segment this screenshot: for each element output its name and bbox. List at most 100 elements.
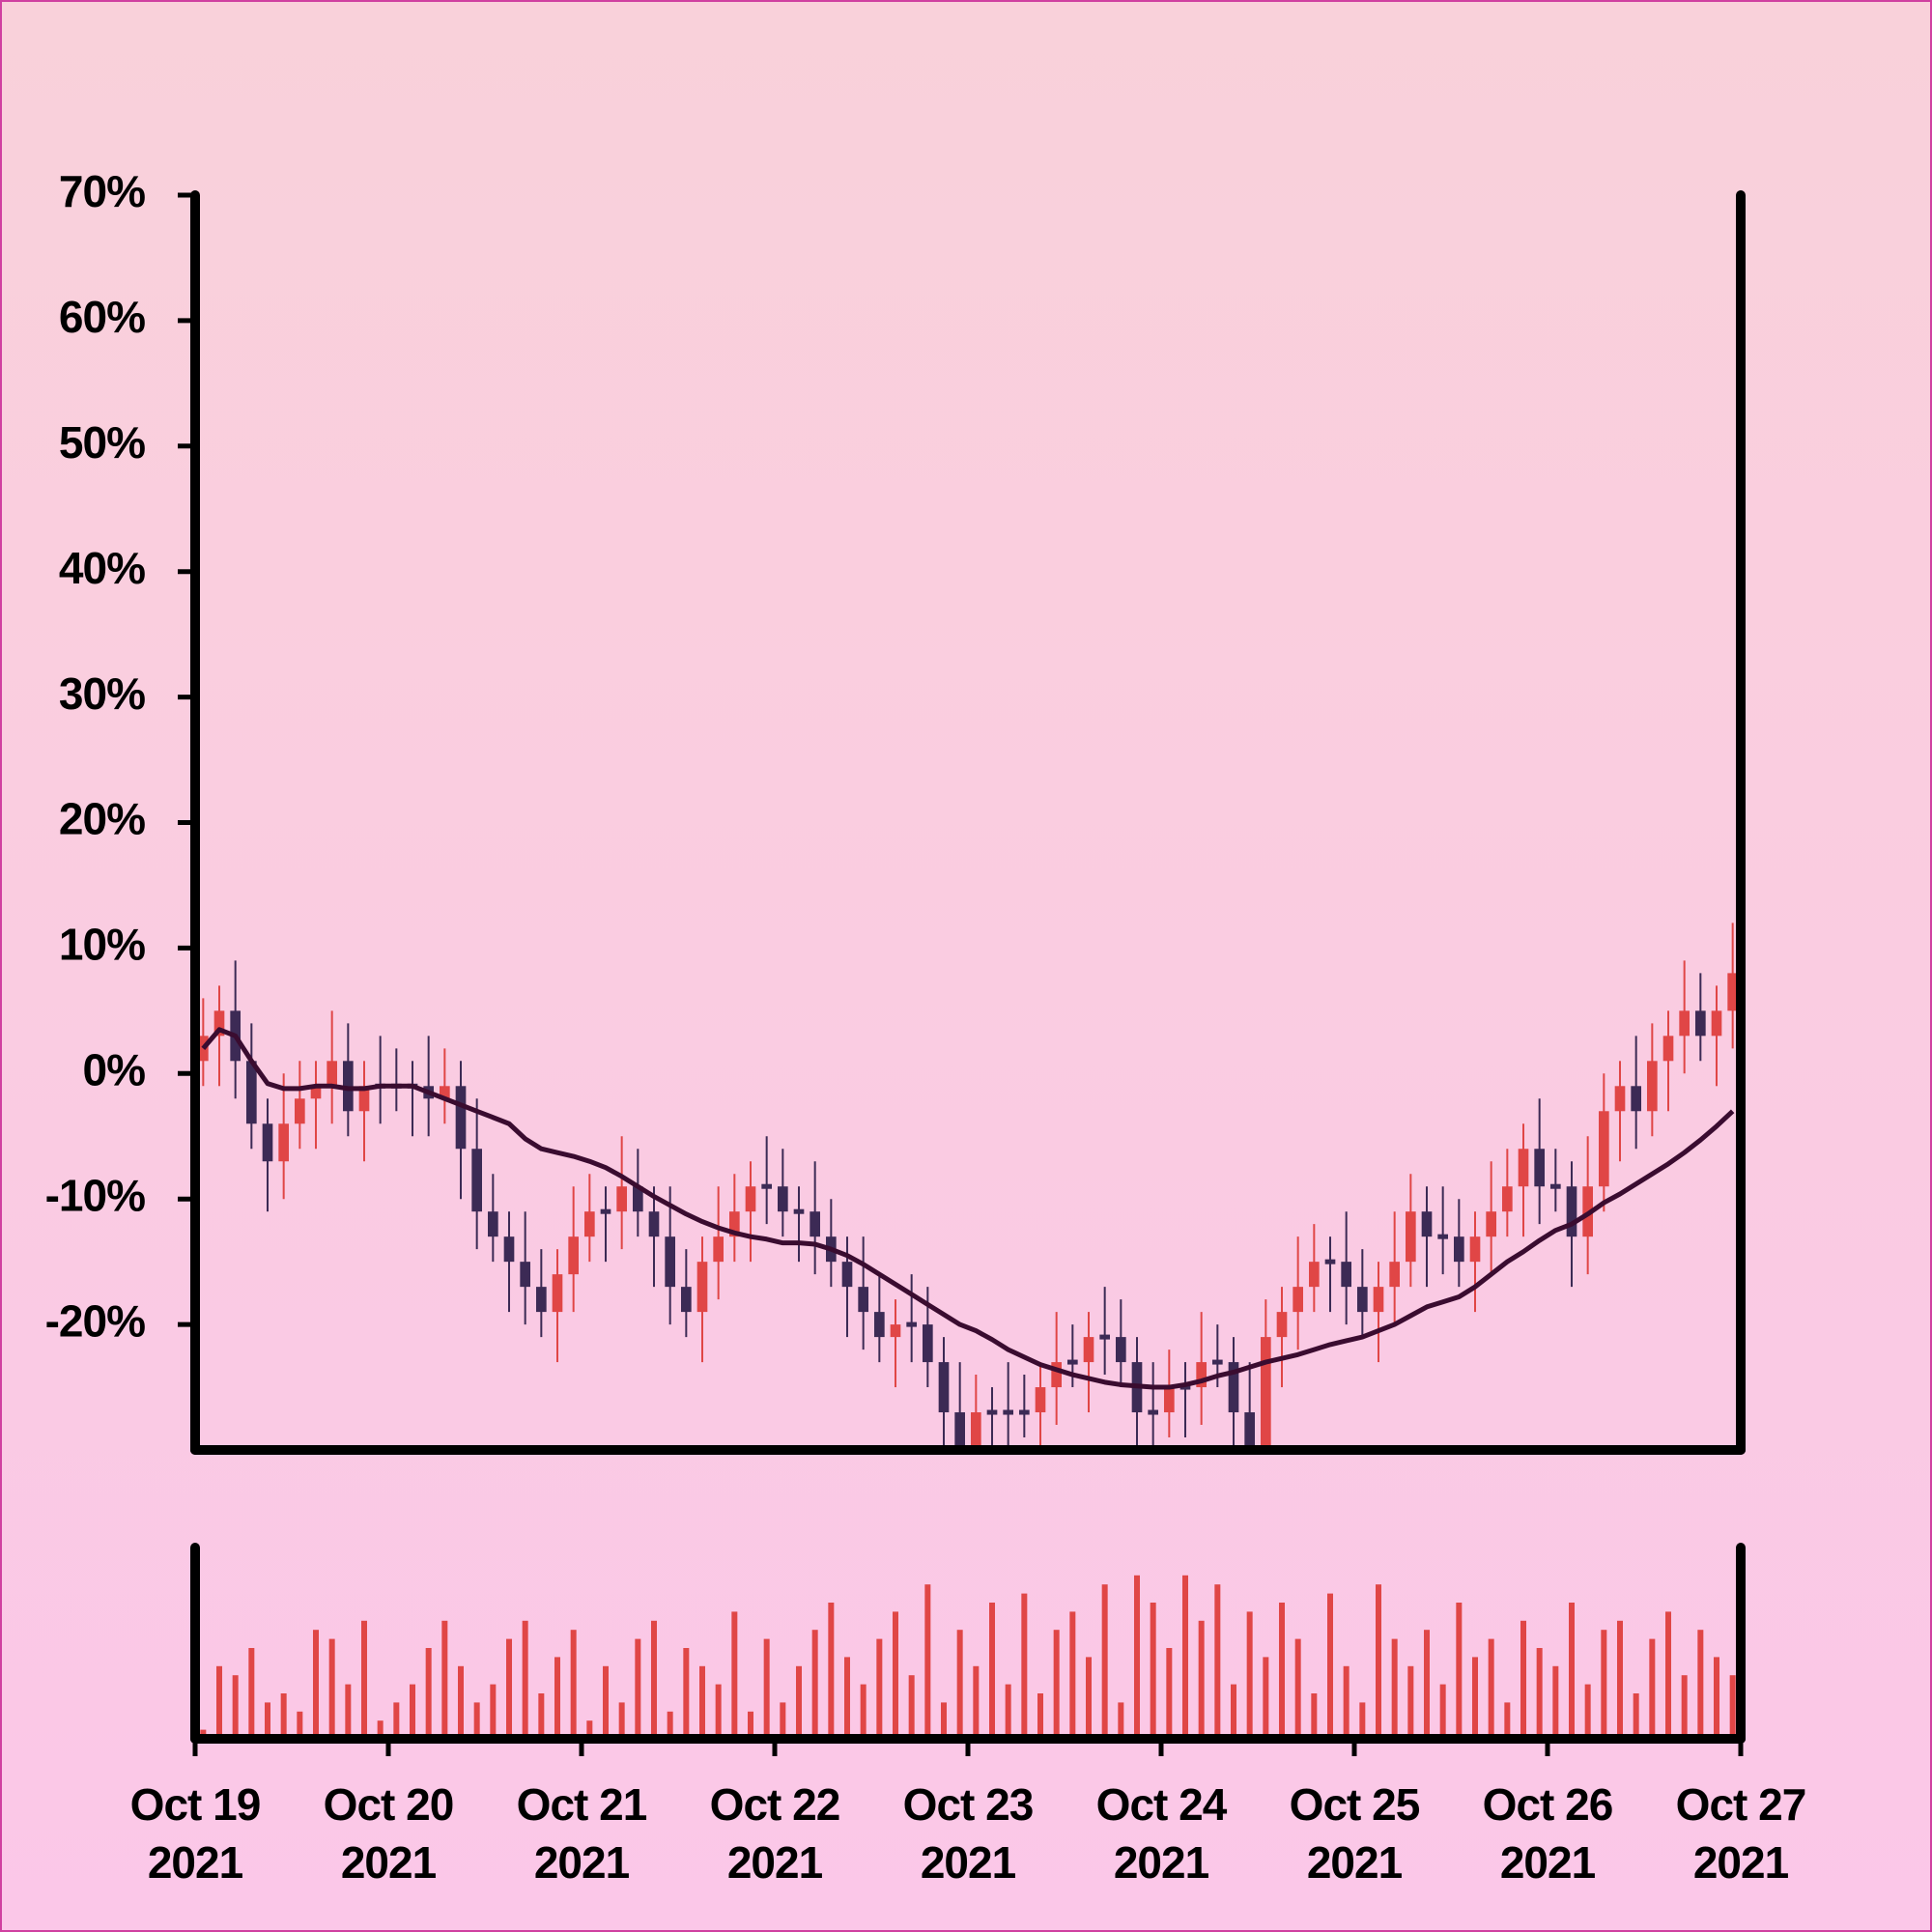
- candle-body: [1711, 1010, 1722, 1037]
- volume-bar: [893, 1611, 898, 1739]
- candle-body: [858, 1287, 868, 1313]
- candle-body: [793, 1208, 805, 1214]
- volume-bar: [1294, 1638, 1301, 1739]
- candle-body: [262, 1123, 273, 1162]
- volume-bar: [232, 1675, 239, 1739]
- volume-bar: [1053, 1630, 1060, 1739]
- candle-body: [1454, 1236, 1464, 1263]
- candle-body: [471, 1149, 482, 1212]
- candle-body: [295, 1098, 305, 1124]
- volume-bar: [506, 1638, 512, 1739]
- volume-bar: [1424, 1630, 1430, 1739]
- x-tick-label: Oct 21 2021: [516, 1779, 648, 1888]
- volume-bar: [1101, 1584, 1108, 1739]
- candle-body: [1357, 1287, 1368, 1313]
- candle-body: [954, 1412, 965, 1450]
- candle-body: [1550, 1183, 1561, 1189]
- candle-body: [1421, 1211, 1433, 1237]
- volume-bar: [989, 1603, 995, 1739]
- candle-body: [729, 1211, 740, 1237]
- volume-bar: [313, 1630, 319, 1739]
- volume-bar: [1069, 1611, 1076, 1739]
- volume-bar: [345, 1684, 352, 1739]
- volume-bar: [1376, 1584, 1381, 1739]
- candle-body: [1228, 1362, 1239, 1413]
- volume-bar: [811, 1630, 818, 1739]
- volume-bar: [265, 1702, 270, 1739]
- candle-body: [310, 1086, 322, 1099]
- candle-body: [1502, 1186, 1513, 1212]
- candle-body: [488, 1211, 498, 1237]
- volume-bar: [441, 1620, 448, 1739]
- volume-bar: [844, 1657, 850, 1739]
- y-tick-label: 50%: [59, 417, 145, 468]
- volume-bar: [956, 1630, 963, 1739]
- candle-body: [455, 1086, 467, 1150]
- volume-bar: [1134, 1575, 1140, 1739]
- volume-bar: [1359, 1702, 1366, 1739]
- candle-body: [616, 1186, 627, 1212]
- candle-body: [696, 1262, 708, 1313]
- volume-bar: [1118, 1702, 1124, 1739]
- candle-body: [1695, 1010, 1706, 1037]
- candle-body: [1518, 1149, 1529, 1187]
- volume-bar: [1021, 1593, 1028, 1739]
- y-tick-label: -10%: [45, 1170, 145, 1220]
- volume-bar: [1584, 1684, 1591, 1739]
- volume-bar: [1214, 1584, 1221, 1739]
- x-tick-label: Oct 24 2021: [1095, 1779, 1228, 1888]
- volume-bar: [1407, 1665, 1414, 1739]
- candle-body: [1437, 1234, 1448, 1239]
- volume-bar: [1714, 1657, 1719, 1739]
- volume-bar: [1086, 1657, 1092, 1739]
- candle-body: [358, 1086, 370, 1112]
- volume-bar: [1649, 1638, 1656, 1739]
- candle-body: [906, 1321, 917, 1327]
- volume-bar: [1166, 1648, 1173, 1739]
- volume-bar: [667, 1711, 673, 1739]
- volume-bar: [941, 1702, 947, 1739]
- volume-bar: [586, 1720, 593, 1739]
- candle-body: [890, 1324, 901, 1338]
- candle-body: [1406, 1211, 1416, 1263]
- volume-bar: [1327, 1593, 1333, 1739]
- moving-average-line: [201, 1027, 1735, 1390]
- volume-bar: [908, 1675, 915, 1739]
- candle-body: [343, 1061, 354, 1112]
- candle-body: [1051, 1362, 1062, 1388]
- candle-body: [327, 1061, 337, 1087]
- volume-bar: [828, 1603, 835, 1739]
- volume-bar: [1681, 1675, 1688, 1739]
- candle-body: [1324, 1259, 1336, 1264]
- candle-body: [1293, 1287, 1303, 1313]
- volume-bar: [731, 1611, 738, 1739]
- candle-body: [745, 1186, 756, 1212]
- volume-bar: [780, 1702, 786, 1739]
- x-tick-label: Oct 27 2021: [1675, 1779, 1807, 1888]
- candle-body: [584, 1211, 595, 1237]
- candle-body: [1164, 1387, 1175, 1413]
- candle-body: [1614, 1086, 1626, 1112]
- y-tick-label: 70%: [59, 166, 145, 216]
- volume-bar: [1198, 1620, 1205, 1739]
- candle-body: [648, 1211, 660, 1237]
- candle-body: [1534, 1149, 1545, 1187]
- volume-bar: [473, 1702, 480, 1739]
- volume-bar: [860, 1684, 867, 1739]
- volume-bar: [715, 1684, 722, 1739]
- volume-bar: [522, 1620, 528, 1739]
- candle-body: [1486, 1211, 1496, 1237]
- x-tick-label: Oct 23 2021: [902, 1779, 1035, 1888]
- volume-bar: [1439, 1684, 1446, 1739]
- candle-body: [810, 1211, 820, 1237]
- volume-bar: [1617, 1620, 1623, 1739]
- volume-bar: [876, 1638, 883, 1739]
- candle-body: [681, 1287, 692, 1313]
- candle-body: [1341, 1262, 1351, 1288]
- volume-bar: [361, 1620, 367, 1739]
- volume-bar: [1697, 1630, 1704, 1739]
- candle-body: [1003, 1409, 1013, 1415]
- volume-bar: [1520, 1620, 1526, 1739]
- candle-body: [1373, 1287, 1384, 1313]
